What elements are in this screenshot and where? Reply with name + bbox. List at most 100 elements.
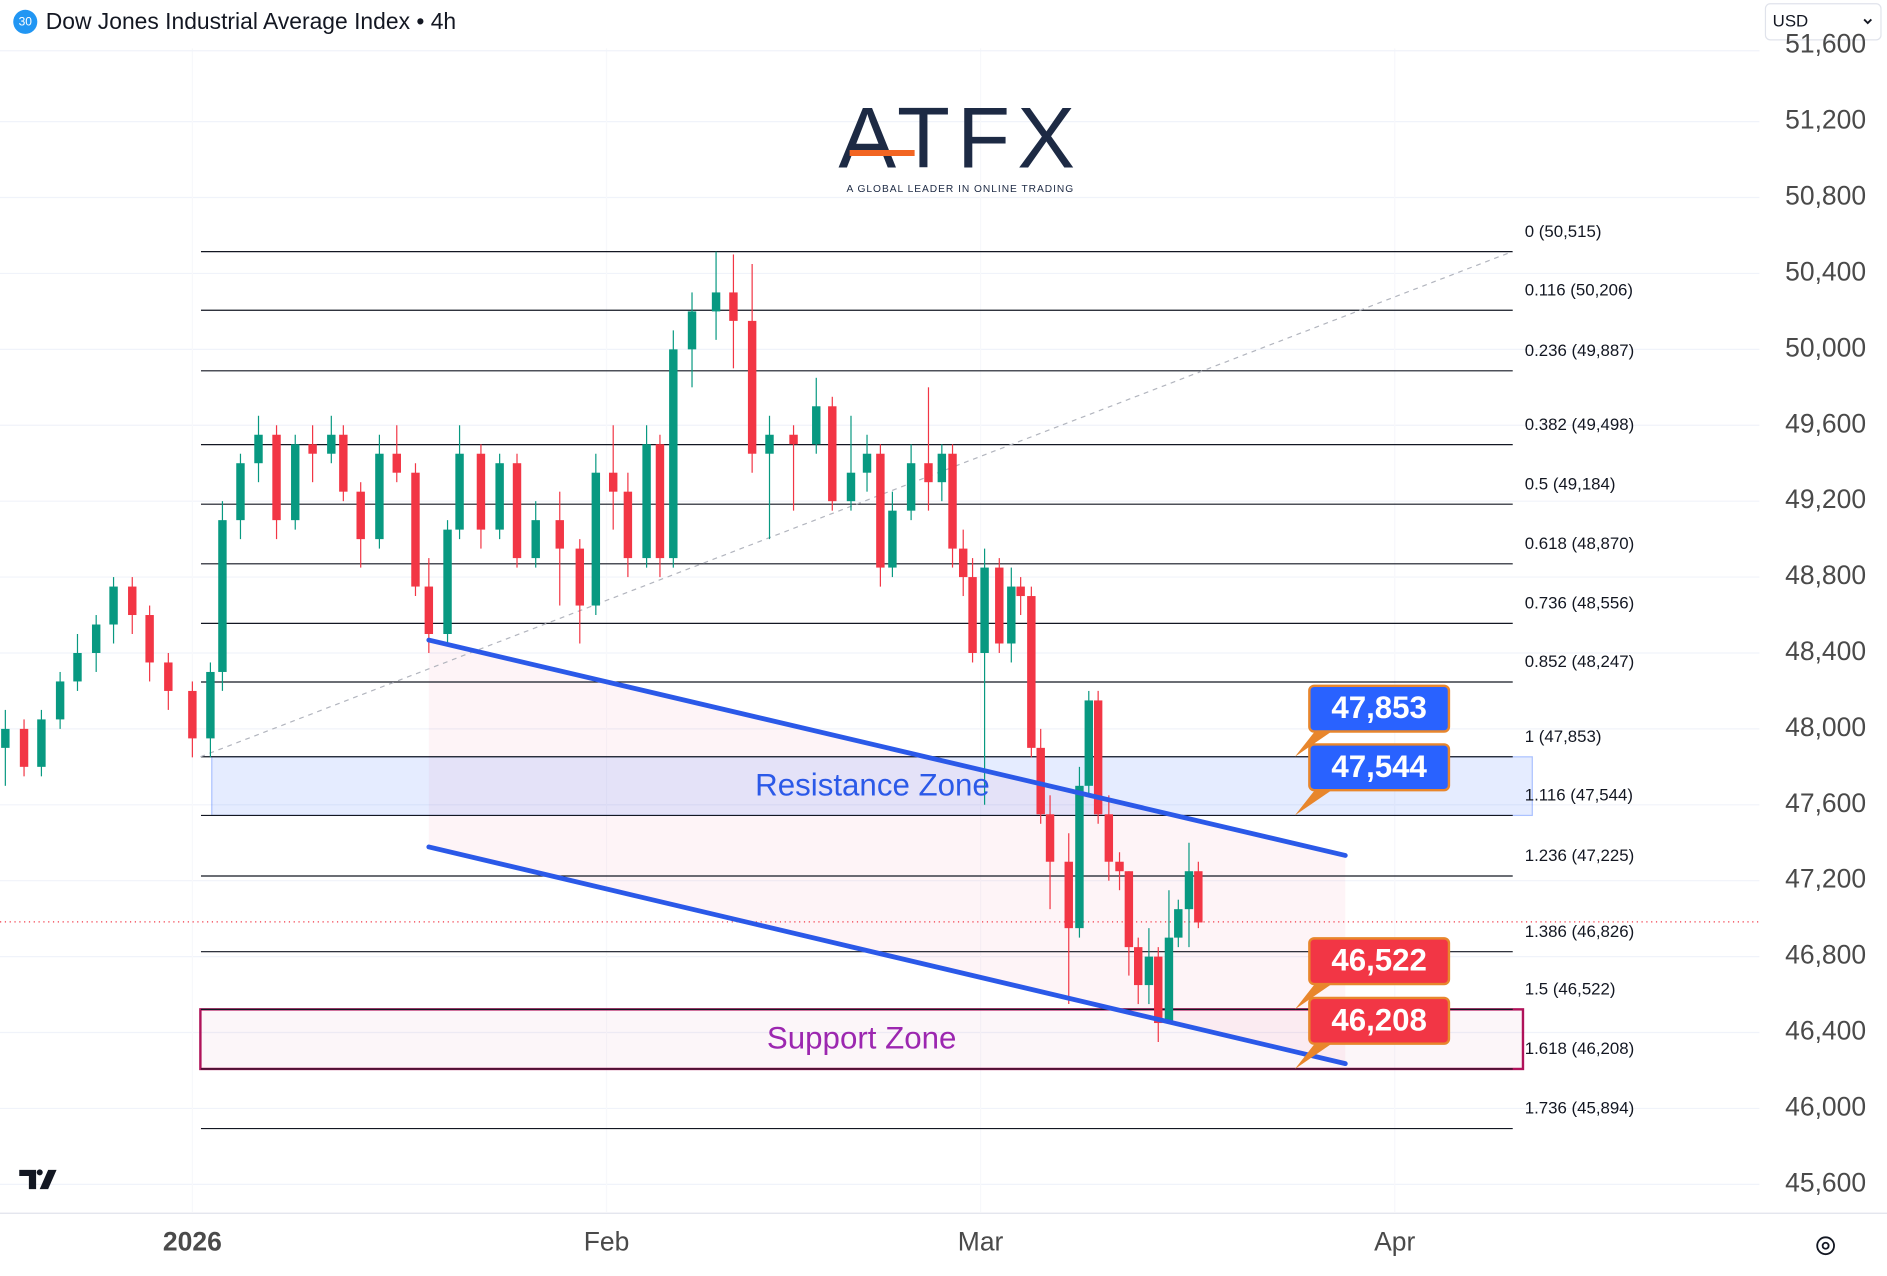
settings-ring[interactable] <box>1816 1236 1835 1256</box>
candle-body <box>1045 814 1055 862</box>
settings-core[interactable] <box>1821 1241 1830 1250</box>
candle-body <box>308 444 317 454</box>
candle-body <box>846 472 856 502</box>
candle-body <box>1 728 10 748</box>
candle-body <box>145 615 154 663</box>
candle-body <box>1075 785 1084 929</box>
plot-front: 0 (50,515) 0.116 (50,206) 0.236 (49,887) 0.… <box>755 222 1634 1118</box>
logo: ATFX <box>838 90 1082 186</box>
candle-body <box>109 586 118 625</box>
candle-body <box>575 548 585 606</box>
fib-label: 0.852 (48,247) <box>1525 652 1634 671</box>
y-tick-label: 51,600 <box>1785 29 1866 59</box>
candle-body <box>1016 586 1025 597</box>
candle-body <box>272 434 281 521</box>
y-tick-label: 48,400 <box>1785 636 1866 666</box>
x-tick-label: Feb <box>584 1226 630 1256</box>
candle-body <box>19 728 29 767</box>
candle-body <box>1064 861 1073 929</box>
candle-body <box>747 320 757 454</box>
settings-icon[interactable] <box>1816 1236 1835 1256</box>
callout-label: 47,853 <box>1331 690 1427 725</box>
candle-body <box>888 510 897 568</box>
candle-body <box>1194 871 1203 923</box>
tv-logo <box>19 1169 57 1190</box>
candle-body <box>1027 596 1036 748</box>
candle-body <box>1036 747 1045 815</box>
candle-body <box>669 349 678 559</box>
fib-label: 1.386 (46,826) <box>1525 922 1634 941</box>
candle-body <box>1184 871 1194 910</box>
candle-body <box>655 444 665 559</box>
fib-label: 0.5 (49,184) <box>1525 474 1616 493</box>
y-tick-label: 48,000 <box>1785 712 1866 742</box>
badge-text: 30 <box>19 15 33 29</box>
x-tick-label: Apr <box>1374 1226 1415 1256</box>
y-tick-label: 49,600 <box>1785 408 1866 438</box>
tv-logo-dot <box>36 1169 43 1176</box>
candle-body <box>765 434 774 454</box>
fib-trendline <box>200 251 1513 758</box>
candle-body <box>862 453 872 473</box>
candle-body <box>1154 956 1163 1024</box>
candle-body <box>91 624 101 653</box>
candle-body <box>188 690 197 739</box>
candle-body <box>236 463 245 521</box>
candle-body <box>828 406 837 502</box>
candle-body <box>1104 814 1114 862</box>
fib-label: 0.236 (49,887) <box>1525 341 1634 360</box>
fib-label: 0.116 (50,206) <box>1525 280 1633 299</box>
y-tick-label: 46,000 <box>1785 1091 1866 1121</box>
x-tick-label: 2026 <box>163 1226 222 1256</box>
candle-body <box>729 292 738 321</box>
y-tick-label: 47,200 <box>1785 864 1866 894</box>
callout-label: 47,544 <box>1331 749 1427 784</box>
candle-body <box>711 292 721 312</box>
candle-body <box>1115 861 1124 872</box>
fib-label: 0.736 (48,556) <box>1525 594 1634 613</box>
y-tick-label: 50,000 <box>1785 332 1866 362</box>
fib-label: 0 (50,515) <box>1525 222 1602 241</box>
y-tick-label: 51,200 <box>1785 105 1866 135</box>
y-tick-label: 47,600 <box>1785 788 1866 818</box>
candle-body <box>424 586 434 635</box>
callout-box <box>1308 937 1451 986</box>
candle-body <box>1174 909 1183 938</box>
candle-body <box>924 463 933 483</box>
candle-body <box>1093 700 1103 815</box>
logo-tagline: A GLOBAL LEADER IN ONLINE TRADING <box>846 184 1074 195</box>
fib-label: 1.236 (47,225) <box>1525 846 1634 865</box>
fib-label: 1.618 (46,208) <box>1525 1039 1634 1058</box>
fib-label: 0.382 (49,498) <box>1525 415 1634 434</box>
candle-body <box>687 311 697 350</box>
currency-label[interactable]: USD <box>1773 11 1809 30</box>
candle-body <box>411 472 420 587</box>
callout-label: 46,208 <box>1331 1002 1427 1037</box>
zone-label: Resistance Zone <box>755 768 990 803</box>
candle-body <box>375 453 384 540</box>
symbol-title: Dow Jones Industrial Average Index • 4h <box>46 8 456 34</box>
dropdown-arrow[interactable] <box>1863 18 1872 25</box>
candle-body <box>254 434 263 464</box>
zone-label: Support Zone <box>767 1021 956 1056</box>
candle-body <box>1144 956 1154 986</box>
fib-label: 1.736 (45,894) <box>1525 1099 1634 1118</box>
y-tick-label: 45,600 <box>1785 1167 1866 1197</box>
candle-body <box>937 453 947 483</box>
candle-body <box>443 529 452 635</box>
y-tick-label: 49,200 <box>1785 484 1866 514</box>
candle-body <box>495 463 504 530</box>
candle-body <box>73 652 82 682</box>
candle-body <box>128 586 137 616</box>
currency-dropdown[interactable] <box>1764 3 1882 41</box>
y-tick-label: 50,800 <box>1785 181 1866 211</box>
candle-body <box>968 577 977 653</box>
channel-line <box>426 844 1348 1067</box>
candle-body <box>356 491 365 540</box>
y-tick-label: 50,400 <box>1785 256 1866 286</box>
symbol-badge <box>13 9 38 34</box>
candle-body <box>206 671 215 739</box>
